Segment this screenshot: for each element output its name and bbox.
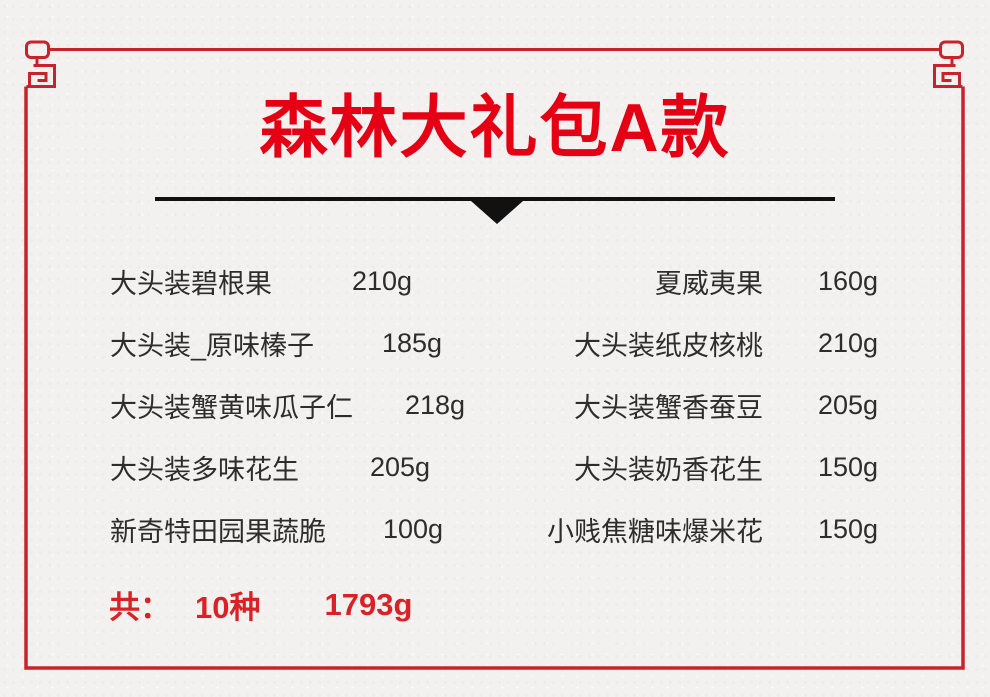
product-weight: 185g (382, 327, 443, 358)
product-name: 大头装碧根果 (110, 268, 272, 299)
product-weight: 210g (818, 327, 879, 358)
product-weight: 150g (818, 451, 879, 482)
product-name: 大头装蟹香蚕豆 (574, 392, 763, 423)
product-name: 大头装_原味榛子 (110, 330, 315, 361)
product-row: 大头装多味花生 205g (110, 436, 505, 498)
product-row: 大头装奶香花生 150g (520, 436, 950, 498)
product-name: 小贱焦糖味爆米花 (547, 516, 763, 547)
total-line: 共： 10种 1793g (109, 582, 412, 627)
item-list-right: 夏威夷果 160g 大头装纸皮核桃 210g 大头装蟹香蚕豆 205g 大头装奶… (520, 250, 950, 560)
product-row: 大头装纸皮核桃 210g (520, 312, 950, 374)
product-row: 新奇特田园果蔬脆 100g (110, 498, 505, 560)
corner-ornament-top-right (933, 40, 964, 88)
product-name: 新奇特田园果蔬脆 (110, 516, 326, 547)
item-list-left: 大头装碧根果 210g 大头装_原味榛子 185g 大头装蟹黄味瓜子仁 218g… (110, 250, 505, 560)
page-title: 森林大礼包A款 (259, 90, 731, 166)
divider-line (155, 197, 835, 201)
product-name: 大头装蟹黄味瓜子仁 (110, 392, 353, 423)
product-name: 夏威夷果 (655, 268, 763, 299)
product-weight: 100g (383, 513, 444, 544)
product-name: 大头装奶香花生 (574, 454, 763, 485)
total-weight: 1793g (324, 586, 413, 622)
frame-sides-line (24, 86, 965, 670)
product-name: 大头装纸皮核桃 (574, 330, 763, 361)
product-row: 大头装碧根果 210g (110, 250, 505, 312)
product-row: 大头装_原味榛子 185g (110, 312, 505, 374)
product-weight: 218g (405, 389, 466, 420)
product-weight: 210g (352, 265, 413, 296)
product-weight: 205g (370, 451, 431, 482)
product-weight: 205g (818, 389, 879, 420)
product-row: 小贱焦糖味爆米花 150g (520, 498, 950, 560)
product-weight: 150g (818, 513, 879, 544)
product-weight: 160g (818, 265, 879, 296)
product-row: 大头装蟹香蚕豆 205g (520, 374, 950, 436)
corner-ornament-top-left (25, 40, 56, 88)
total-label: 共： (109, 590, 171, 625)
down-triangle-icon (471, 201, 523, 224)
product-row: 夏威夷果 160g (520, 250, 950, 312)
product-name: 大头装多味花生 (110, 454, 299, 485)
product-row: 大头装蟹黄味瓜子仁 218g (110, 374, 505, 436)
total-count: 10种 (195, 590, 261, 625)
